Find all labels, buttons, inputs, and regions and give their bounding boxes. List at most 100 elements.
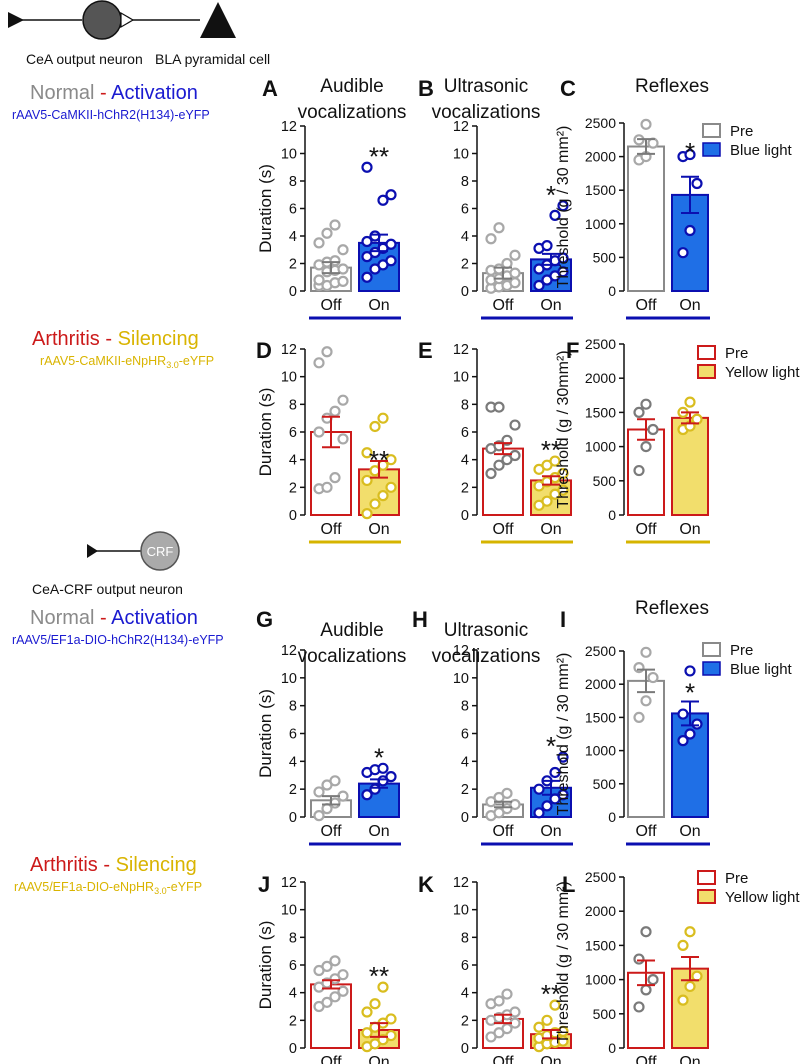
y-tick-label: 0 (608, 283, 616, 299)
significance-marker: * (685, 677, 695, 707)
y-tick-label: 12 (281, 875, 297, 891)
data-point (313, 426, 325, 438)
construct-end: -eYFP (167, 880, 202, 894)
y-tick-label: 2000 (585, 370, 616, 386)
data-point (329, 991, 341, 1003)
x-tick-label: Off (492, 1054, 514, 1064)
legend-swatch-light (697, 889, 716, 904)
panel-title: Reflexes (635, 76, 709, 97)
legend-i: Pre Blue light (702, 642, 793, 678)
data-point (337, 433, 349, 445)
data-point (313, 786, 325, 798)
y-tick-label: 2 (461, 782, 469, 798)
dash: - (98, 854, 116, 876)
y-tick-label: 500 (593, 776, 617, 792)
significance-marker: ** (541, 979, 561, 1009)
chart-panels: A Audible vocalizations 0 2 4 6 8 10 12 Duration (… (256, 76, 710, 1064)
data-point (541, 495, 553, 507)
y-tick-label: 10 (453, 370, 469, 386)
x-tick-label: Off (635, 823, 657, 840)
bar-off (627, 145, 665, 292)
y-tick-label: 8 (289, 174, 297, 190)
y-tick-label: 0 (461, 508, 469, 524)
legend-l: Pre Yellow light (697, 870, 800, 906)
construct-end: -eYFP (179, 354, 214, 368)
y-tick-label: 4 (461, 229, 469, 245)
panel-g: G Audible vocalizations 0 2 4 6 8 10 12 Duration (… (256, 607, 406, 846)
data-point (329, 955, 341, 967)
data-point (329, 472, 341, 484)
y-axis-label: Threshold (g / 30 mm²) (555, 126, 572, 289)
data-point (385, 189, 397, 201)
data-point (640, 926, 652, 938)
x-tick-label: Off (492, 297, 514, 314)
data-point (361, 271, 373, 283)
y-tick-label: 2500 (585, 115, 616, 131)
significance-marker: ** (369, 961, 389, 991)
data-point (361, 508, 373, 520)
y-tick-label: 2500 (585, 643, 616, 659)
manipulation-word: Activation (111, 82, 198, 104)
significance-marker: ** (541, 435, 561, 465)
data-point (313, 810, 325, 822)
legend-label-pre: Pre (730, 642, 753, 659)
data-point (677, 994, 689, 1006)
data-point (385, 1029, 397, 1042)
data-point (385, 771, 397, 783)
data-point (337, 244, 349, 256)
condition-word: Normal (30, 82, 94, 104)
data-point (549, 455, 561, 467)
data-point (509, 449, 521, 462)
data-point (377, 981, 389, 993)
panel-title-line1: Ultrasonic (444, 620, 528, 641)
legend-swatch-pre (697, 870, 716, 885)
synapse-icon (120, 11, 135, 29)
x-tick-label: On (540, 1054, 561, 1064)
x-tick-label: Off (320, 521, 342, 538)
significance-marker: * (374, 742, 384, 772)
data-point (337, 985, 349, 997)
y-tick-label: 4 (461, 453, 469, 469)
x-tick-label: Off (320, 1054, 342, 1064)
data-point (557, 200, 569, 212)
x-tick-label: On (679, 1054, 700, 1064)
panel-j: J 0 2 4 6 8 10 12 Duration (s) ** Off On (256, 872, 400, 1064)
manipulation-word: Activation (111, 607, 198, 629)
y-tick-label: 0 (289, 810, 297, 826)
significance-marker: ** (369, 445, 389, 475)
svg-text:Arthritis - Silencing: Arthritis - Silencing (30, 854, 197, 876)
y-tick-label: 0 (461, 284, 469, 300)
row-header-4: Arthritis - Silencing rAAV5/EF1a-DIO-eNp… (14, 854, 202, 896)
y-tick-label: 2 (461, 480, 469, 496)
y-tick-label: 2 (289, 480, 297, 496)
panel-letter: C (560, 76, 576, 101)
data-point (361, 1027, 373, 1039)
data-point (677, 708, 689, 720)
y-tick-label: 12 (281, 119, 297, 135)
y-tick-label: 6 (289, 727, 297, 743)
y-axis-label: Duration (s) (256, 388, 275, 477)
data-point (501, 787, 513, 799)
data-point (640, 398, 652, 410)
x-tick-label: Off (320, 297, 342, 314)
data-point (313, 237, 325, 249)
condition-word: Normal (30, 607, 94, 629)
data-point (313, 274, 325, 286)
x-tick-label: On (540, 521, 561, 538)
data-point (647, 423, 659, 436)
manipulation-word: Silencing (118, 328, 199, 350)
data-point (647, 671, 659, 684)
panel-i: I Reflexes 0 500 1000 1500 2000 2500 Threshold (… (555, 598, 710, 846)
crf-neuron-icon (140, 531, 180, 571)
panel-letter: H (412, 607, 428, 632)
data-point (640, 695, 652, 707)
data-point (557, 252, 569, 264)
data-point (557, 484, 569, 496)
data-point (557, 467, 569, 480)
data-point (647, 973, 659, 986)
data-point (684, 926, 696, 938)
row-header-1: Normal - Activation rAAV5-CaMKII-hChR2(H… (12, 82, 210, 122)
y-tick-label: 500 (593, 1006, 617, 1022)
legend-label-light: Blue light (730, 142, 793, 159)
y-tick-label: 2500 (585, 336, 616, 352)
